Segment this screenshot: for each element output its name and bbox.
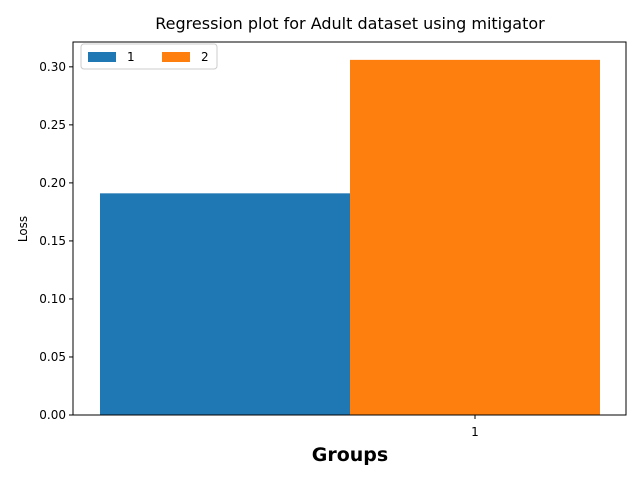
- y-tick-label: 0.00: [39, 408, 66, 422]
- plot-area: [72, 41, 627, 416]
- legend-frame: [80, 43, 218, 70]
- axes-frame: [72, 41, 627, 416]
- bar-series-1-cat-1: [100, 193, 350, 415]
- y-tick-label: 0.20: [39, 176, 66, 190]
- y-axis-ticks: 0.00 0.05 0.10 0.15 0.20 0.25 0.30: [39, 60, 73, 422]
- y-tick-label: 0.25: [39, 118, 66, 132]
- y-tick-label: 0.05: [39, 350, 66, 364]
- y-tick-label: 0.10: [39, 292, 66, 306]
- legend-swatch-2: [162, 52, 190, 62]
- bars-group: [100, 59, 600, 415]
- x-axis-label: Groups: [312, 444, 388, 466]
- y-axis-label: Loss: [16, 216, 30, 242]
- bar-series-2-cat-1: [350, 59, 600, 415]
- x-tick-label: 1: [471, 425, 479, 439]
- chart-title: Regression plot for Adult dataset using …: [155, 14, 545, 33]
- legend-swatch-1: [88, 52, 116, 62]
- legend-label-2: 2: [201, 50, 209, 64]
- x-axis-ticks: 1: [471, 415, 479, 439]
- y-tick-label: 0.30: [39, 60, 66, 74]
- legend-label-1: 1: [127, 50, 135, 64]
- y-tick-label: 0.15: [39, 234, 66, 248]
